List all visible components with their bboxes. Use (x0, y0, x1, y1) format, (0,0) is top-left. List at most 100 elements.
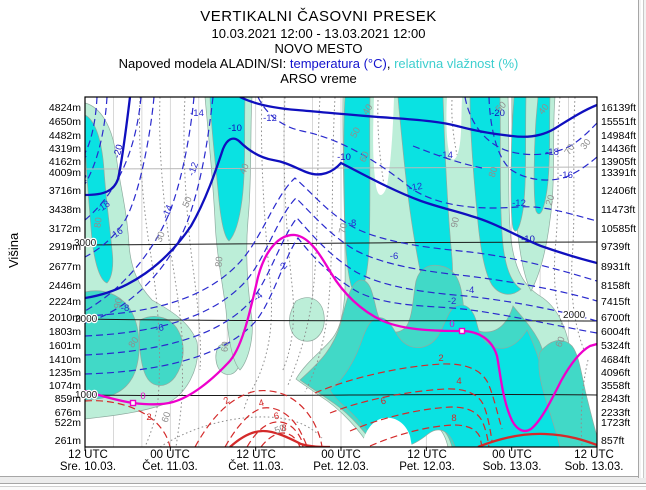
svg-text:50: 50 (348, 126, 363, 141)
y-tick-right: 2843ft (601, 393, 631, 405)
y-tick-left: 4009m (48, 167, 81, 179)
svg-text:8: 8 (451, 413, 456, 424)
svg-text:1000: 1000 (75, 390, 98, 401)
svg-text:-12: -12 (186, 161, 201, 178)
svg-text:-10: -10 (337, 152, 351, 163)
chart-source: ARSO vreme (280, 71, 357, 86)
svg-text:80: 80 (126, 335, 141, 350)
svg-text:-6: -6 (390, 251, 398, 262)
x-tick: 12 UTC Sob. 13.03. (564, 449, 624, 473)
svg-text:80: 80 (92, 217, 104, 229)
x-tick: 12 UTC Čet. 11.03. (228, 449, 284, 473)
svg-text:-20: -20 (491, 108, 505, 119)
svg-text:-12: -12 (408, 181, 423, 194)
svg-text:60: 60 (220, 341, 232, 352)
svg-text:-12: -12 (512, 198, 526, 209)
y-tick-right: 857ft (601, 435, 625, 447)
svg-text:60: 60 (554, 335, 568, 349)
window-bottom-edge (0, 476, 646, 484)
y-tick-left: 2010m (48, 312, 81, 324)
svg-text:-24: -24 (73, 150, 87, 161)
y-tick-left: 1803m (48, 326, 81, 338)
y-tick-left: 3438m (48, 204, 81, 216)
y-tick-right: 13905ft (601, 156, 637, 168)
svg-text:4: 4 (456, 376, 461, 387)
x-tick: 12 UTC Pet. 12.03. (399, 449, 455, 473)
window-right-edge (638, 0, 646, 478)
y-tick-right: 6700ft (601, 312, 631, 324)
svg-text:40: 40 (360, 102, 375, 117)
y-tick-right: 4096ft (601, 367, 631, 379)
svg-text:2000: 2000 (563, 310, 586, 321)
y-tick-left: 676m (54, 407, 81, 419)
svg-text:-18: -18 (545, 147, 559, 158)
chart-title: VERTIKALNI ČASOVNI PRESEK (200, 8, 437, 25)
svg-text:3000: 3000 (74, 238, 97, 249)
svg-text:0: 0 (140, 391, 145, 402)
y-tick-left: 3716m (48, 185, 81, 197)
y-tick-left: 4650m (48, 116, 81, 128)
y-tick-right: 10585ft (601, 223, 637, 235)
y-tick-right: 6004ft (601, 326, 631, 338)
x-tick: 00 UTC Čet. 11.03. (142, 449, 198, 473)
svg-text:60: 60 (358, 150, 372, 164)
svg-text:6: 6 (273, 411, 280, 423)
svg-text:2: 2 (438, 353, 443, 364)
y-tick-left: 522m (54, 417, 81, 429)
y-tick-left: 261m (54, 435, 81, 447)
svg-text:-14: -14 (160, 203, 176, 220)
y-tick-right: 3558ft (601, 380, 631, 392)
svg-text:80: 80 (214, 256, 226, 267)
y-tick-left: 4824m (48, 102, 81, 114)
svg-text:-4: -4 (466, 285, 474, 296)
svg-text:-10: -10 (228, 123, 242, 134)
window-bottom-edge-2 (0, 486, 646, 490)
x-tick: 00 UTC Sob. 13.03. (482, 449, 542, 473)
y-tick-left: 859m (54, 393, 81, 405)
y-tick-right: 7415ft (601, 296, 631, 308)
y-tick-left: 1074m (48, 380, 81, 392)
svg-text:-22: -22 (73, 173, 87, 184)
svg-text:40: 40 (238, 162, 252, 176)
svg-text:8: 8 (281, 423, 286, 434)
svg-text:60: 60 (160, 410, 174, 423)
y-tick-right: 13391ft (601, 167, 637, 179)
x-tick: 00 UTC Pet. 12.03. (313, 449, 369, 473)
y-tick-left: 2677m (48, 261, 81, 273)
y-tick-right: 14436ft (601, 143, 637, 155)
svg-text:20: 20 (544, 193, 558, 206)
svg-text:-8: -8 (348, 218, 356, 229)
svg-text:90: 90 (112, 297, 125, 310)
svg-text:2: 2 (146, 412, 151, 423)
svg-text:-2: -2 (276, 261, 290, 275)
temperature-legend-label: temperatura (°C) (289, 56, 387, 71)
svg-text:4: 4 (257, 398, 265, 410)
y-tick-right: 4684ft (601, 354, 631, 366)
svg-text:-6: -6 (154, 322, 164, 334)
y-tick-left: 2224m (48, 296, 81, 308)
chart-period: 10.03.2021 12:00 - 13.03.2021 12:00 (211, 26, 426, 41)
model-prefix: Napoved modela ALADIN/SI: (118, 56, 290, 71)
chart-model-line: Napoved modela ALADIN/SI: temperatura (°… (0, 56, 637, 71)
y-tick-right: 16139ft (601, 102, 637, 114)
y-tick-left: 2919m (48, 241, 81, 253)
svg-text:-12: -12 (263, 113, 277, 124)
svg-text:70: 70 (337, 222, 350, 235)
y-tick-right: 14984ft (601, 130, 637, 142)
svg-text:90: 90 (449, 216, 462, 229)
svg-text:30: 30 (154, 230, 168, 244)
svg-text:-20: -20 (111, 143, 125, 159)
legend-separator: , (386, 56, 395, 71)
svg-text:-14: -14 (190, 108, 204, 119)
y-tick-left: 2446m (48, 280, 81, 292)
chart-location: NOVO MESTO (274, 41, 363, 56)
y-tick-left: 1410m (48, 354, 81, 366)
svg-text:50: 50 (181, 195, 195, 209)
y-tick-left: 1601m (48, 340, 81, 352)
svg-text:-16: -16 (559, 170, 573, 181)
y-tick-right: 9739ft (601, 241, 631, 253)
svg-text:0: 0 (449, 319, 454, 330)
y-tick-right: 8158ft (601, 280, 631, 292)
